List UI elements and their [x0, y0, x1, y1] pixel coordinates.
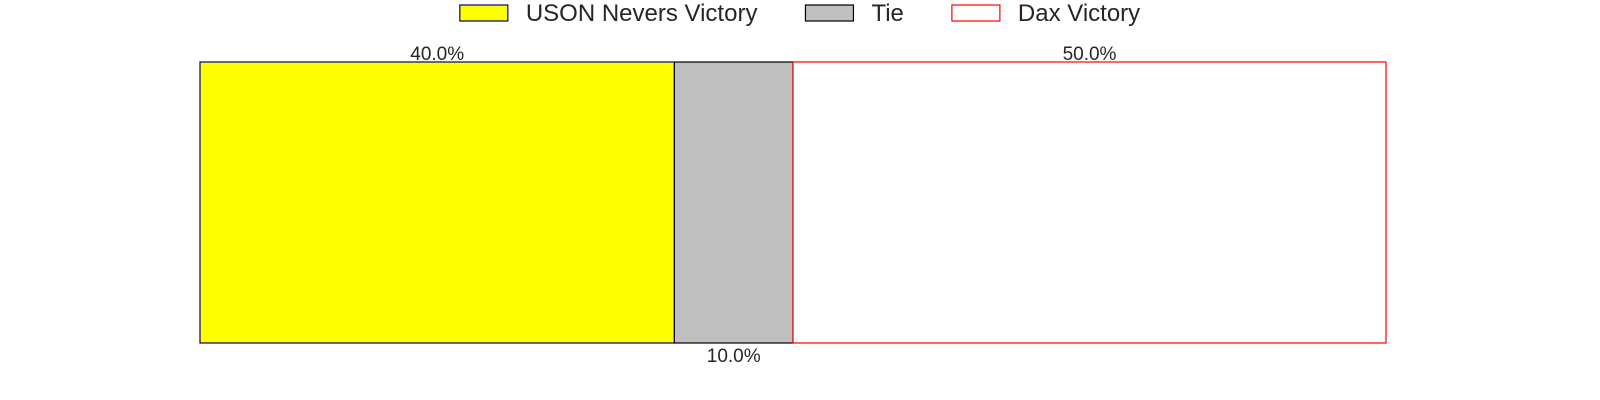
bar-area: [199, 61, 1387, 344]
legend-label-dax-victory: Dax Victory: [1018, 0, 1140, 27]
legend-item-dax-victory: Dax Victory: [951, 0, 1140, 27]
legend-item-tie: Tie: [804, 0, 904, 27]
legend-item-uson-nevers-victory: USON Nevers Victory: [459, 0, 758, 27]
legend-swatch-tie: [804, 4, 855, 22]
bar-segment-uson-nevers-victory: [199, 61, 675, 344]
legend-label-tie: Tie: [871, 0, 903, 27]
legend-swatch-uson-nevers-victory: [459, 4, 509, 22]
data-labels: 40.0% 10.0% 50.0%: [410, 44, 1116, 367]
data-label-dax-victory: 50.0%: [1063, 44, 1117, 65]
chart-legend: USON Nevers Victory Tie Dax Victory: [459, 0, 1140, 27]
data-label-tie: 10.0%: [707, 346, 761, 367]
bar-segment-dax-victory: [792, 61, 1387, 344]
legend-swatch-dax-victory: [951, 4, 1001, 22]
data-label-uson-nevers-victory: 40.0%: [410, 44, 464, 65]
legend-label-uson-nevers-victory: USON Nevers Victory: [526, 0, 758, 27]
bar-segment-tie: [673, 61, 794, 344]
